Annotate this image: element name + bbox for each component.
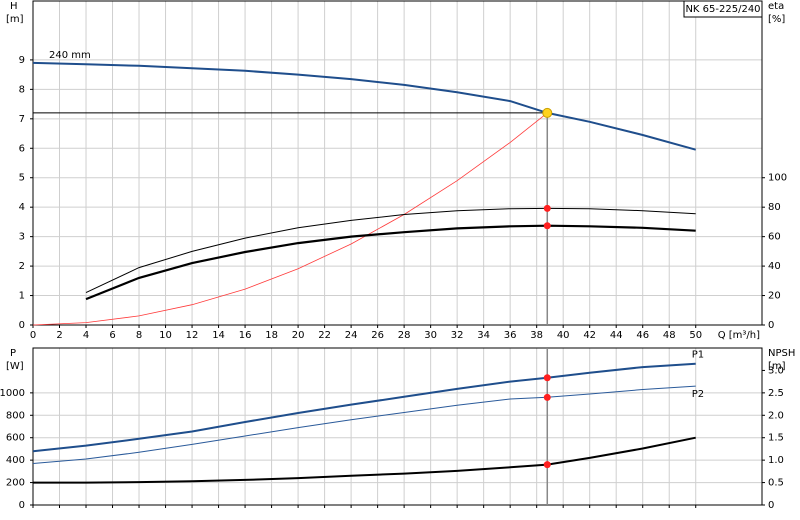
y-tick-label: 1 <box>19 291 25 302</box>
operating-dot <box>543 204 551 212</box>
y2-tick-label: 1.5 <box>768 433 784 444</box>
y2-tick-label: 100 <box>768 173 787 184</box>
y2-tick-label: 0.5 <box>768 478 784 489</box>
x-tick-label: 8 <box>136 330 142 341</box>
series-label: P1 <box>692 350 704 361</box>
x-tick-label: 50 <box>689 330 702 341</box>
series-line <box>32 362 696 453</box>
x-tick-label: 34 <box>477 330 490 341</box>
chart-title: NK 65-225/240 <box>685 4 760 15</box>
x-tick-label: 46 <box>636 330 649 341</box>
x-tick-label: 44 <box>610 330 623 341</box>
y2-tick-label: 80 <box>768 202 781 213</box>
plot-frame <box>32 0 763 326</box>
x-tick-label: 2 <box>56 330 62 341</box>
y2-axis-label: eta <box>768 1 784 12</box>
x-tick-label: 10 <box>159 330 172 341</box>
y-tick-label: 9 <box>19 55 25 66</box>
x-tick-label: 12 <box>186 330 199 341</box>
y-tick-label: 1000 <box>0 388 25 399</box>
x-tick-label: 4 <box>83 330 89 341</box>
y-tick-label: 0 <box>19 500 25 511</box>
x-tick-label: 14 <box>212 330 225 341</box>
x-tick-label: 24 <box>345 330 358 341</box>
x-tick-label: 38 <box>530 330 543 341</box>
y2-axis-unit: [m] <box>768 361 786 372</box>
series-line <box>33 436 696 484</box>
plot-frame <box>32 347 763 506</box>
x-tick-label: 26 <box>371 330 384 341</box>
y2-axis-unit: [%] <box>768 14 785 25</box>
operating-dot <box>543 374 551 382</box>
y-tick-label: 0 <box>19 320 25 331</box>
y-tick-label: 6 <box>19 143 25 154</box>
x-tick-label: 36 <box>504 330 517 341</box>
y2-tick-label: 0 <box>768 320 774 331</box>
y-tick-label: 8 <box>19 84 25 95</box>
y2-axis-label: NPSH <box>768 348 795 359</box>
series-line <box>32 112 548 326</box>
y-axis-label: H <box>10 1 18 12</box>
y-axis-unit: [W] <box>6 361 24 372</box>
title-box <box>683 0 763 18</box>
y-tick-label: 7 <box>19 114 25 125</box>
y2-tick-label: 3.0 <box>768 365 784 376</box>
y-tick-label: 400 <box>6 455 25 466</box>
series-label: 240 mm <box>49 50 91 61</box>
y2-tick-label: 2.0 <box>768 410 784 421</box>
operating-dot <box>543 461 551 469</box>
operating-dot <box>543 222 551 230</box>
x-tick-label: 30 <box>424 330 437 341</box>
x-tick-label: 16 <box>239 330 252 341</box>
x-tick-label: 42 <box>583 330 596 341</box>
y-tick-label: 800 <box>6 410 25 421</box>
x-axis-label: Q [m³/h] <box>718 330 760 341</box>
y2-tick-label: 60 <box>768 232 781 243</box>
y2-tick-label: 40 <box>768 261 781 272</box>
duty-point <box>542 107 553 118</box>
y-tick-label: 5 <box>19 173 25 184</box>
y2-tick-label: 20 <box>768 291 781 302</box>
y-tick-label: 200 <box>6 478 25 489</box>
y-tick-label: 4 <box>19 202 25 213</box>
x-tick-label: 32 <box>451 330 464 341</box>
x-tick-label: 18 <box>265 330 278 341</box>
y-tick-label: 3 <box>19 232 25 243</box>
series-line <box>85 224 696 301</box>
series-label: P2 <box>692 389 704 400</box>
y2-tick-label: 0 <box>768 500 774 511</box>
x-tick-label: 48 <box>663 330 676 341</box>
y-axis-unit: [m] <box>6 14 24 25</box>
series-line <box>32 385 696 464</box>
x-tick-label: 20 <box>292 330 305 341</box>
x-tick-label: 22 <box>318 330 331 341</box>
y-tick-label: 2 <box>19 261 25 272</box>
series-line <box>85 207 696 294</box>
operating-dot <box>543 393 551 401</box>
x-tick-label: 6 <box>109 330 115 341</box>
y-tick-label: 600 <box>6 433 25 444</box>
y2-tick-label: 1.0 <box>768 455 784 466</box>
y2-tick-label: 2.5 <box>768 388 784 399</box>
x-tick-label: 0 <box>30 330 36 341</box>
series-line <box>32 61 696 151</box>
x-tick-label: 40 <box>557 330 570 341</box>
y-axis-label: P <box>10 348 16 359</box>
x-tick-label: 28 <box>398 330 411 341</box>
